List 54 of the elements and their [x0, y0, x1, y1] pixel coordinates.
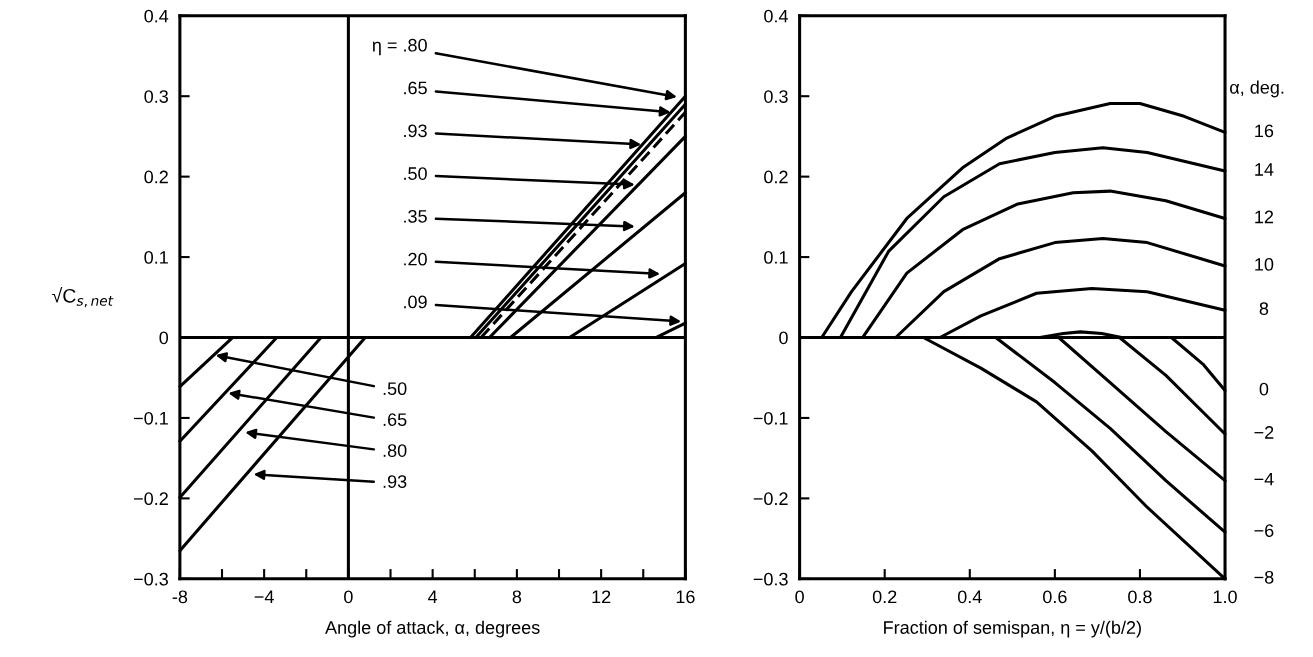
annotation: .65: [383, 413, 407, 427]
y-tick-label: 0.4: [144, 9, 169, 23]
x-tick-label: −4: [254, 590, 274, 604]
annotation: .35: [404, 209, 427, 223]
series-label: 14: [1255, 163, 1274, 176]
x-axis-title: Fraction of semispan, η = y/(b/2): [884, 620, 1141, 638]
y-axis-title: √C$_{s,net}$: [52, 287, 114, 308]
annotation: .65: [404, 81, 427, 95]
x-tick-label: 0.8: [1128, 590, 1152, 604]
text: α, deg.: [1230, 80, 1284, 98]
y-tick-label: −0.1: [753, 411, 788, 425]
series-label: 16: [1255, 124, 1274, 138]
y-tick-label: 0.4: [764, 9, 788, 23]
y-tick-label: 0.1: [144, 251, 168, 264]
series-label: −2: [1254, 426, 1274, 439]
y-tick-label: −0.3: [753, 572, 788, 586]
annotation: η = .80: [372, 38, 427, 56]
y-tick-label: −0.2: [134, 492, 168, 506]
y-tick-label: −0.2: [753, 492, 788, 506]
x-axis-title: Angle of attack, α, degrees: [325, 620, 540, 638]
series-label: 12: [1255, 210, 1274, 224]
y-tick-label: 0: [779, 331, 788, 345]
annotation: .93: [383, 475, 407, 488]
x-tick-label: 0.4: [957, 590, 982, 604]
series-label: 10: [1255, 257, 1274, 271]
y-tick-label: 0.2: [144, 170, 168, 184]
series-label: −6: [1254, 524, 1274, 538]
annotation: .50: [404, 167, 427, 180]
y-tick-label: 0.3: [144, 90, 168, 103]
x-tick-label: 0.6: [1043, 590, 1067, 604]
annotation: .93: [404, 124, 427, 138]
x-tick-label: 16: [676, 590, 695, 604]
x-tick-label: 0.2: [872, 590, 897, 604]
series-label: 0: [1259, 382, 1269, 396]
x-tick-label: 1.0: [1213, 590, 1237, 604]
x-tick-label: 4: [428, 590, 438, 604]
annotation: .50: [383, 382, 407, 396]
x-tick-label: 0: [344, 590, 353, 604]
x-tick-label: 8: [512, 590, 522, 604]
y-tick-label: −0.1: [134, 411, 168, 425]
y-tick-label: 0.3: [764, 90, 788, 103]
y-tick-label: 0.1: [764, 251, 788, 264]
y-tick-label: 0: [159, 331, 169, 345]
x-tick-label: 12: [592, 590, 611, 604]
x-tick-label: -8: [172, 590, 188, 604]
x-tick-label: 0: [795, 590, 804, 604]
annotation: .80: [383, 444, 407, 457]
y-tick-label: 0.2: [764, 170, 788, 184]
annotation: .20: [404, 252, 427, 266]
series-label: −8: [1254, 570, 1274, 584]
annotation: .09: [404, 295, 427, 309]
y-tick-label: −0.3: [134, 572, 168, 586]
series-label: −4: [1254, 472, 1274, 486]
series-label: 8: [1259, 302, 1269, 316]
